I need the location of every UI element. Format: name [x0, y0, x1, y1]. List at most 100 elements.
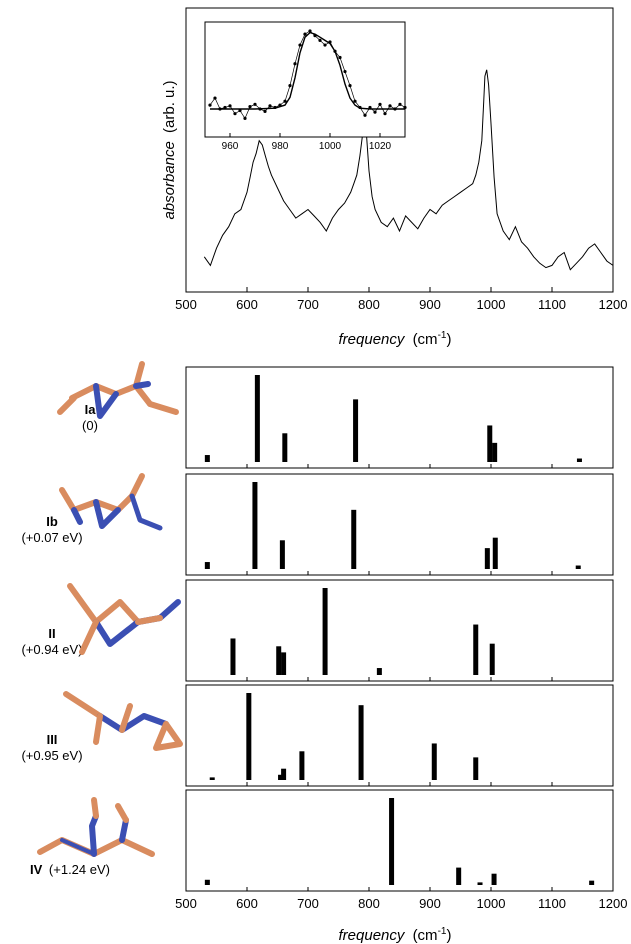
calc-bar	[473, 624, 479, 675]
calc-bar	[246, 693, 252, 780]
inset-data-point	[278, 103, 282, 107]
inset-data-point	[298, 43, 302, 47]
experimental-y-axis-title: absorbance (arb. u.)	[161, 80, 178, 219]
experimental-x-tick-label: 1100	[538, 297, 566, 312]
inset-data-point	[208, 103, 212, 107]
inset-data-point	[393, 107, 397, 111]
calc-bar	[276, 646, 282, 675]
calc-bar	[204, 879, 210, 885]
isomer-label-iii: III	[47, 732, 58, 747]
inset-data-point	[258, 107, 262, 111]
experimental-frame	[185, 7, 614, 293]
inset-data-point	[373, 110, 377, 114]
experimental-x-tick-label: 800	[358, 297, 380, 312]
isomer-energy-ib: (+0.07 eV)	[21, 530, 82, 545]
calc-panel-iv	[185, 789, 614, 892]
calc-bar	[492, 442, 498, 462]
calc-bar	[279, 540, 285, 569]
inset-data-point	[233, 112, 237, 116]
inset-data-point	[318, 38, 322, 42]
molecule-iv	[37, 797, 155, 857]
inset-data-point	[368, 105, 372, 110]
inset-x-tick-label: 960	[222, 141, 239, 152]
isomer-energy-ii: (+0.94 eV)	[21, 642, 82, 657]
calc-bar	[489, 643, 495, 675]
inset-data-point	[323, 43, 327, 47]
isomer-label-iv: IV (+1.24 eV)	[30, 862, 110, 877]
calc-x-tick-label: 800	[358, 896, 380, 911]
calc-bar	[282, 433, 288, 462]
inset-data-point	[343, 69, 347, 74]
experimental-panel: 500 600 700 800 900 1000 1100 1200 frequency (c…	[161, 7, 627, 348]
inset-data-point	[273, 105, 277, 110]
calc-bar	[492, 537, 498, 569]
inset-data-point	[268, 104, 272, 108]
experimental-series-line	[203, 69, 614, 271]
molecule-ia	[57, 361, 179, 419]
inset-data-point	[378, 102, 382, 106]
calc-bar	[322, 588, 328, 675]
inset-panel: 960 980 1000 1020	[204, 21, 407, 152]
calc-bar	[278, 774, 284, 780]
calc-bar	[204, 562, 210, 569]
calc-bar	[351, 509, 357, 569]
calc-panel-ib	[185, 473, 614, 576]
inset-data-point	[223, 105, 227, 110]
experimental-x-tick-label: 500	[175, 297, 197, 312]
inset-data-point	[338, 55, 342, 60]
calc-x-tick-label: 600	[236, 896, 258, 911]
calc-panel-frame	[185, 473, 614, 576]
isomer-energy-iii: (+0.95 eV)	[21, 748, 82, 763]
calc-bar	[281, 652, 287, 675]
calc-bar	[204, 455, 210, 462]
calculated-spectra	[185, 366, 614, 892]
calc-bar	[376, 668, 382, 675]
inset-data-point	[398, 102, 402, 106]
inset-data-point	[353, 99, 357, 103]
calc-x-tick-label: 700	[297, 896, 319, 911]
experimental-x-tick-label: 600	[236, 297, 258, 312]
molecule-iii	[63, 691, 183, 751]
inset-frame	[204, 21, 406, 138]
inset-data-point	[388, 104, 392, 108]
inset-data-point	[243, 116, 247, 120]
calc-panel-frame	[185, 684, 614, 787]
inset-data-point	[263, 109, 267, 113]
isomer-energy-ia: (0)	[82, 418, 98, 433]
calc-bar	[389, 798, 395, 885]
inset-x-tick-label: 1000	[319, 141, 342, 152]
inset-data-point	[383, 112, 387, 116]
calc-bar	[254, 375, 260, 462]
calc-bar	[431, 743, 437, 780]
calc-bar	[358, 705, 364, 780]
calc-bar	[353, 399, 359, 462]
molecule-structures	[37, 361, 183, 857]
calc-x-tick-label: 1100	[538, 896, 566, 911]
inset-data-point	[248, 105, 252, 109]
calc-panel-ii	[185, 579, 614, 682]
calc-bar	[589, 880, 595, 885]
experimental-x-tick-label: 1000	[477, 297, 506, 312]
inset-data-point	[328, 40, 332, 44]
calc-panel-frame	[185, 579, 614, 682]
inset-data-point	[238, 108, 242, 113]
calc-bar	[487, 425, 493, 462]
molecule-ii	[67, 583, 181, 655]
calc-x-tick-label: 500	[175, 896, 197, 911]
inset-data-point	[348, 84, 352, 88]
inset-fit-line	[210, 31, 405, 110]
inset-x-tick-label: 1020	[369, 141, 392, 152]
inset-data-point	[228, 104, 232, 108]
inset-data-point	[403, 105, 407, 110]
inset-x-axis: 960 980 1000 1020	[222, 133, 392, 152]
calculated-x-axis-title: frequency (cm-1)	[339, 926, 452, 944]
calc-x-tick-label: 900	[419, 896, 441, 911]
calc-bar	[484, 548, 490, 569]
experimental-x-tick-label: 700	[297, 297, 319, 312]
calc-bar	[209, 777, 215, 780]
inset-data-points	[208, 29, 407, 120]
calc-panel-ia	[185, 366, 614, 469]
calc-panel-iii	[185, 684, 614, 787]
inset-data-point	[293, 62, 297, 66]
